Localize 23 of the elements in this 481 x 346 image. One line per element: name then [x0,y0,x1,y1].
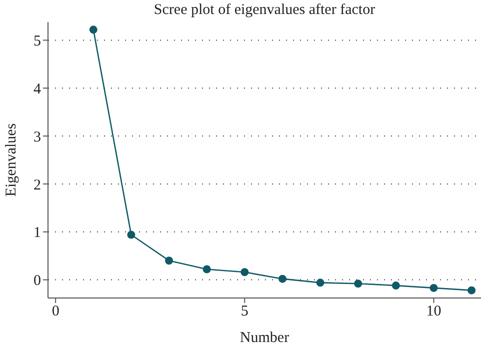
x-tick-label: 0 [52,304,60,320]
point [392,282,400,290]
point [316,278,324,287]
point [430,284,438,292]
y-tick-label: 3 [34,129,41,146]
point [278,274,286,283]
point [89,26,98,34]
x-tick-label: 10 [426,304,442,320]
point [202,265,211,274]
point [240,268,249,276]
y-axis-title: Eigenvalues [3,123,20,197]
y-tick-label: 5 [34,34,41,50]
chart-title: Scree plot of eigenvalues after factor [152,2,376,19]
y-tick-label: 1 [34,225,41,242]
point [127,230,136,239]
x-axis-title: Number [240,330,290,346]
x-tick-label: 5 [240,304,248,320]
point [165,256,174,265]
point [354,280,362,288]
y-tick-label: 2 [34,177,41,194]
y-tick-label: 0 [34,273,41,290]
y-tick-label: 4 [34,81,42,98]
point [468,286,476,294]
